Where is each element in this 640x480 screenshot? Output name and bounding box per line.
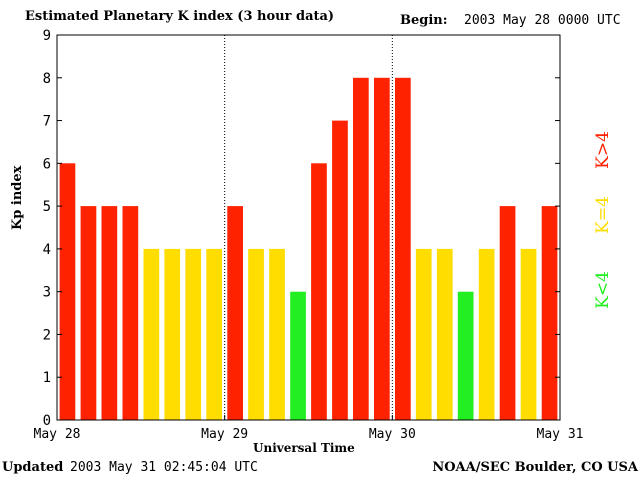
- chart-title: Estimated Planetary K index (3 hour data…: [25, 9, 335, 24]
- legend: K>4 K=4 K<4: [593, 131, 613, 309]
- y-tick-label: 0: [43, 413, 51, 429]
- y-tick-label: 7: [43, 114, 51, 130]
- x-tick-label: May 28: [34, 427, 81, 442]
- bar: [80, 206, 97, 420]
- legend-low: K<4: [593, 271, 613, 309]
- y-tick-label: 1: [43, 370, 51, 386]
- y-tick-label: 2: [43, 327, 51, 343]
- x-tick-label: May 31: [537, 427, 584, 442]
- bar: [415, 248, 432, 420]
- bar: [248, 248, 264, 420]
- bar: [269, 248, 285, 420]
- bar: [227, 206, 243, 420]
- bar: [499, 206, 516, 420]
- bar: [332, 120, 348, 420]
- legend-high: K>4: [593, 131, 613, 169]
- y-tick-label: 3: [43, 285, 51, 301]
- bar: [164, 248, 181, 420]
- day-separators: [224, 35, 393, 420]
- bar: [59, 163, 76, 421]
- x-axis-label: Universal Time: [253, 441, 355, 455]
- bar: [520, 248, 537, 420]
- x-tick-label: May 30: [369, 427, 416, 442]
- begin-value: 2003 May 28 0000 UTC: [464, 13, 621, 28]
- legend-equal: K=4: [593, 196, 613, 234]
- bar: [185, 248, 202, 420]
- y-tick-label: 9: [43, 28, 51, 44]
- bar-group: [59, 77, 558, 421]
- bar: [374, 77, 390, 421]
- bar: [206, 248, 222, 420]
- bar: [143, 248, 160, 420]
- updated-value: 2003 May 31 02:45:04 UTC: [70, 460, 258, 475]
- bar: [311, 163, 327, 421]
- bar: [457, 291, 474, 420]
- bar: [101, 206, 118, 420]
- y-axis: 0 1 2 3 4 5 6 7 8 9: [43, 28, 560, 429]
- bar: [541, 206, 558, 420]
- y-tick-label: 4: [43, 242, 51, 258]
- begin-label: Begin:: [400, 13, 448, 28]
- y-axis-label: Kp index: [10, 165, 25, 230]
- credit-line: NOAA/SEC Boulder, CO USA: [432, 460, 638, 475]
- bar: [122, 206, 139, 420]
- bar: [436, 248, 453, 420]
- y-tick-label: 8: [43, 71, 51, 87]
- y-tick-label: 5: [43, 199, 51, 215]
- bar: [478, 248, 495, 420]
- bar: [290, 291, 306, 420]
- bar: [395, 77, 411, 421]
- x-axis: May 28 May 29 May 30 May 31: [34, 415, 584, 442]
- bar: [353, 77, 369, 421]
- plot-frame: [56, 34, 561, 421]
- y-tick-label: 6: [43, 156, 51, 172]
- x-tick-label: May 29: [201, 427, 248, 442]
- updated-label: Updated: [2, 460, 64, 475]
